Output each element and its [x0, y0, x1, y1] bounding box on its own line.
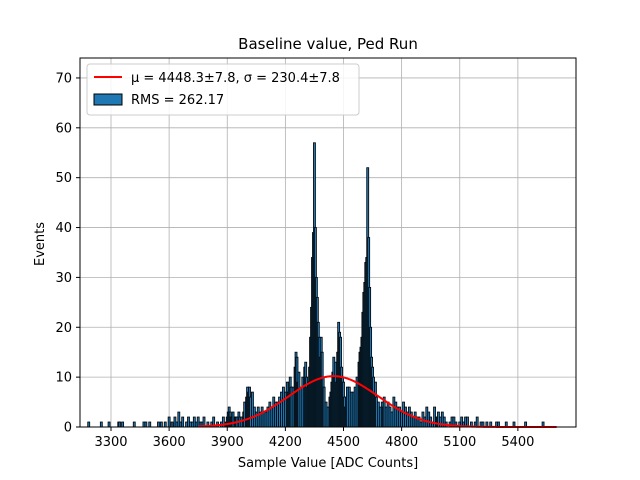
histogram-bar — [99, 421, 103, 428]
histogram-bar — [159, 421, 163, 428]
y-tick-label: 20 — [55, 321, 72, 336]
y-tick-label: 30 — [55, 271, 72, 286]
histogram-bar — [148, 421, 152, 428]
x-tick-label: 4500 — [327, 435, 360, 450]
y-tick-label: 0 — [64, 421, 72, 436]
x-tick-label: 4200 — [269, 435, 302, 450]
histogram-bar — [181, 416, 185, 428]
histogram-bar — [121, 421, 125, 428]
x-tick-label: 5100 — [443, 435, 476, 450]
histogram-bar — [87, 421, 91, 428]
legend-fit-label: μ = 4448.3±7.8, σ = 230.4±7.8 — [131, 71, 340, 86]
histogram-bar — [163, 421, 167, 428]
x-tick-label: 3300 — [94, 435, 127, 450]
histogram-bar — [144, 421, 148, 428]
x-tick-label: 5400 — [501, 435, 534, 450]
histogram-bar — [118, 421, 122, 428]
histogram-bars — [87, 142, 545, 428]
histogram-bar — [157, 421, 160, 428]
histogram-bar — [107, 421, 111, 428]
plot-frame — [79, 57, 577, 428]
x-axis-ticks: 3300 3600 3900 4200 4500 4800 5100 5400 — [94, 427, 534, 450]
histogram-bar — [170, 421, 174, 428]
legend-box — [86, 63, 360, 116]
legend-hist-label: RMS = 262.17 — [131, 93, 224, 108]
histogram-bar — [475, 416, 479, 428]
legend: μ = 4448.3±7.8, σ = 230.4±7.8 RMS = 262.… — [86, 63, 360, 116]
y-axis-ticks: 0 10 20 30 40 50 60 70 — [55, 71, 80, 436]
y-tick-label: 60 — [55, 121, 72, 136]
histogram-bar — [132, 421, 136, 428]
y-axis-label: Events — [33, 222, 48, 266]
x-tick-label: 3600 — [153, 435, 186, 450]
y-tick-label: 10 — [55, 371, 72, 386]
x-tick-label: 4800 — [385, 435, 418, 450]
x-axis-label: Sample Value [ADC Counts] — [238, 456, 418, 471]
x-tick-label: 3900 — [211, 435, 244, 450]
y-tick-label: 70 — [55, 71, 72, 86]
y-tick-label: 40 — [55, 221, 72, 236]
plot-area — [79, 57, 577, 428]
chart-title: Baseline value, Ped Run — [238, 35, 418, 53]
y-tick-label: 50 — [55, 171, 72, 186]
legend-hist-swatch — [93, 93, 123, 106]
histogram-bar — [167, 416, 171, 428]
